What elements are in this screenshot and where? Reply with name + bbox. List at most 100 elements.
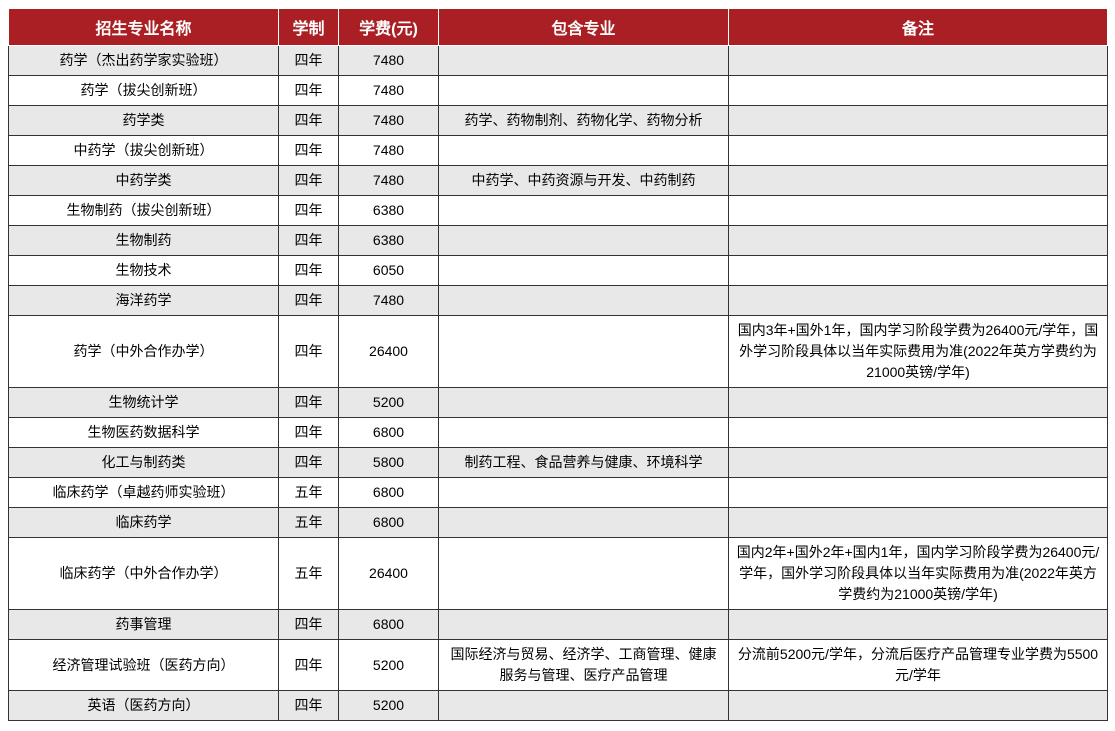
cell-note bbox=[729, 226, 1108, 256]
col-header-included: 包含专业 bbox=[439, 9, 729, 46]
cell-included: 制药工程、食品营养与健康、环境科学 bbox=[439, 448, 729, 478]
cell-note bbox=[729, 691, 1108, 721]
cell-fee: 6800 bbox=[339, 508, 439, 538]
cell-note bbox=[729, 508, 1108, 538]
table-row: 药事管理四年6800 bbox=[9, 610, 1108, 640]
cell-fee: 5200 bbox=[339, 388, 439, 418]
cell-fee: 26400 bbox=[339, 316, 439, 388]
cell-included bbox=[439, 508, 729, 538]
cell-major: 生物技术 bbox=[9, 256, 279, 286]
cell-included bbox=[439, 286, 729, 316]
table-row: 海洋药学四年7480 bbox=[9, 286, 1108, 316]
cell-note bbox=[729, 46, 1108, 76]
cell-duration: 四年 bbox=[279, 691, 339, 721]
cell-note bbox=[729, 196, 1108, 226]
cell-note bbox=[729, 478, 1108, 508]
cell-major: 经济管理试验班（医药方向） bbox=[9, 640, 279, 691]
cell-duration: 四年 bbox=[279, 166, 339, 196]
cell-fee: 7480 bbox=[339, 76, 439, 106]
cell-included bbox=[439, 610, 729, 640]
cell-duration: 五年 bbox=[279, 538, 339, 610]
cell-major: 药学（中外合作办学） bbox=[9, 316, 279, 388]
cell-note bbox=[729, 610, 1108, 640]
cell-note bbox=[729, 76, 1108, 106]
col-header-duration: 学制 bbox=[279, 9, 339, 46]
cell-fee: 26400 bbox=[339, 538, 439, 610]
cell-note bbox=[729, 418, 1108, 448]
cell-note bbox=[729, 448, 1108, 478]
table-row: 中药学类四年7480中药学、中药资源与开发、中药制药 bbox=[9, 166, 1108, 196]
cell-fee: 6800 bbox=[339, 478, 439, 508]
cell-duration: 四年 bbox=[279, 226, 339, 256]
cell-fee: 7480 bbox=[339, 106, 439, 136]
cell-included bbox=[439, 136, 729, 166]
cell-major: 药学（拔尖创新班） bbox=[9, 76, 279, 106]
cell-duration: 四年 bbox=[279, 286, 339, 316]
cell-major: 英语（医药方向） bbox=[9, 691, 279, 721]
cell-major: 生物制药 bbox=[9, 226, 279, 256]
cell-note bbox=[729, 136, 1108, 166]
table-row: 经济管理试验班（医药方向）四年5200国际经济与贸易、经济学、工商管理、健康服务… bbox=[9, 640, 1108, 691]
cell-major: 化工与制药类 bbox=[9, 448, 279, 478]
col-header-note: 备注 bbox=[729, 9, 1108, 46]
table-row: 临床药学（卓越药师实验班）五年6800 bbox=[9, 478, 1108, 508]
cell-fee: 6800 bbox=[339, 418, 439, 448]
cell-duration: 四年 bbox=[279, 76, 339, 106]
cell-major: 药学（杰出药学家实验班） bbox=[9, 46, 279, 76]
cell-fee: 7480 bbox=[339, 136, 439, 166]
cell-duration: 四年 bbox=[279, 106, 339, 136]
cell-major: 生物统计学 bbox=[9, 388, 279, 418]
cell-included bbox=[439, 388, 729, 418]
cell-note bbox=[729, 388, 1108, 418]
cell-included bbox=[439, 196, 729, 226]
cell-note: 国内2年+国外2年+国内1年，国内学习阶段学费为26400元/学年，国外学习阶段… bbox=[729, 538, 1108, 610]
cell-duration: 四年 bbox=[279, 388, 339, 418]
cell-duration: 五年 bbox=[279, 478, 339, 508]
cell-major: 中药学（拔尖创新班） bbox=[9, 136, 279, 166]
cell-fee: 7480 bbox=[339, 46, 439, 76]
cell-included bbox=[439, 226, 729, 256]
cell-included: 国际经济与贸易、经济学、工商管理、健康服务与管理、医疗产品管理 bbox=[439, 640, 729, 691]
cell-included bbox=[439, 418, 729, 448]
cell-duration: 四年 bbox=[279, 46, 339, 76]
cell-fee: 5200 bbox=[339, 691, 439, 721]
cell-note bbox=[729, 286, 1108, 316]
cell-fee: 7480 bbox=[339, 286, 439, 316]
cell-included: 药学、药物制剂、药物化学、药物分析 bbox=[439, 106, 729, 136]
cell-note: 国内3年+国外1年，国内学习阶段学费为26400元/学年，国外学习阶段具体以当年… bbox=[729, 316, 1108, 388]
cell-included bbox=[439, 316, 729, 388]
cell-duration: 四年 bbox=[279, 640, 339, 691]
cell-duration: 四年 bbox=[279, 196, 339, 226]
cell-fee: 6380 bbox=[339, 196, 439, 226]
cell-duration: 四年 bbox=[279, 316, 339, 388]
table-row: 生物制药（拔尖创新班）四年6380 bbox=[9, 196, 1108, 226]
cell-included bbox=[439, 46, 729, 76]
col-header-fee: 学费(元) bbox=[339, 9, 439, 46]
cell-major: 临床药学 bbox=[9, 508, 279, 538]
table-row: 药学类四年7480药学、药物制剂、药物化学、药物分析 bbox=[9, 106, 1108, 136]
cell-major: 生物制药（拔尖创新班） bbox=[9, 196, 279, 226]
table-body: 药学（杰出药学家实验班）四年7480药学（拔尖创新班）四年7480药学类四年74… bbox=[9, 46, 1108, 721]
cell-major: 药事管理 bbox=[9, 610, 279, 640]
cell-included bbox=[439, 256, 729, 286]
table-row: 药学（中外合作办学）四年26400 国内3年+国外1年，国内学习阶段学费为2640… bbox=[9, 316, 1108, 388]
cell-major: 临床药学（中外合作办学） bbox=[9, 538, 279, 610]
table-row: 中药学（拔尖创新班）四年7480 bbox=[9, 136, 1108, 166]
table-row: 生物制药四年6380 bbox=[9, 226, 1108, 256]
table-row: 生物医药数据科学四年6800 bbox=[9, 418, 1108, 448]
cell-duration: 四年 bbox=[279, 448, 339, 478]
table-row: 药学（杰出药学家实验班）四年7480 bbox=[9, 46, 1108, 76]
cell-major: 药学类 bbox=[9, 106, 279, 136]
cell-included: 中药学、中药资源与开发、中药制药 bbox=[439, 166, 729, 196]
admissions-table: 招生专业名称 学制 学费(元) 包含专业 备注 药学（杰出药学家实验班）四年74… bbox=[8, 8, 1108, 721]
cell-fee: 7480 bbox=[339, 166, 439, 196]
cell-major: 临床药学（卓越药师实验班） bbox=[9, 478, 279, 508]
cell-fee: 5800 bbox=[339, 448, 439, 478]
col-header-major: 招生专业名称 bbox=[9, 9, 279, 46]
cell-included bbox=[439, 691, 729, 721]
cell-duration: 四年 bbox=[279, 256, 339, 286]
cell-note bbox=[729, 106, 1108, 136]
table-header-row: 招生专业名称 学制 学费(元) 包含专业 备注 bbox=[9, 9, 1108, 46]
table-row: 临床药学五年6800 bbox=[9, 508, 1108, 538]
cell-major: 生物医药数据科学 bbox=[9, 418, 279, 448]
